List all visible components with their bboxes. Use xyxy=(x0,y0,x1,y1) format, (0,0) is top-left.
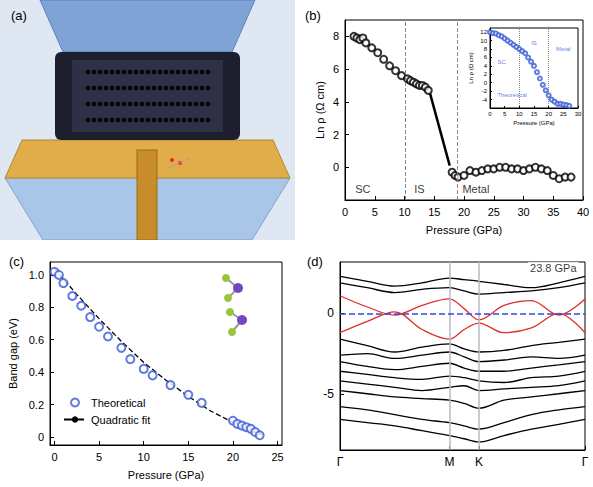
svg-text:5: 5 xyxy=(503,111,507,117)
svg-text:10: 10 xyxy=(398,206,410,218)
svg-text:0: 0 xyxy=(488,111,492,117)
svg-text:4: 4 xyxy=(484,63,488,69)
svg-text:(d): (d) xyxy=(307,254,323,269)
svg-text:2: 2 xyxy=(333,129,339,141)
svg-text:30: 30 xyxy=(517,206,529,218)
svg-text:(c): (c) xyxy=(9,254,24,269)
svg-text:Ln ρ (Ω cm): Ln ρ (Ω cm) xyxy=(314,81,326,139)
svg-text:0.6: 0.6 xyxy=(29,334,44,346)
svg-text:0.8: 0.8 xyxy=(29,301,44,313)
svg-text:0.2: 0.2 xyxy=(29,399,44,411)
svg-text:15: 15 xyxy=(428,206,440,218)
svg-text:23.8 GPa: 23.8 GPa xyxy=(530,262,577,274)
svg-text:IS: IS xyxy=(531,40,537,46)
svg-text:6: 6 xyxy=(484,54,488,60)
svg-text:0.4: 0.4 xyxy=(29,366,44,378)
svg-text:5: 5 xyxy=(372,206,378,218)
svg-text:M: M xyxy=(444,455,454,469)
svg-text:0: 0 xyxy=(342,206,348,218)
svg-text:SC: SC xyxy=(498,59,507,65)
svg-text:35: 35 xyxy=(547,206,559,218)
svg-text:2: 2 xyxy=(484,71,488,77)
svg-text:40: 40 xyxy=(577,206,589,218)
svg-text:20: 20 xyxy=(458,206,470,218)
svg-text:25: 25 xyxy=(488,206,500,218)
svg-text:8: 8 xyxy=(333,30,339,42)
svg-text:4: 4 xyxy=(333,96,339,108)
svg-text:0: 0 xyxy=(333,161,339,173)
svg-text:Γ: Γ xyxy=(582,455,589,469)
svg-text:Metal: Metal xyxy=(556,46,571,52)
svg-text:Theoretical: Theoretical xyxy=(91,397,145,409)
svg-text:0: 0 xyxy=(484,80,488,86)
svg-text:Pressure (GPa): Pressure (GPa) xyxy=(426,224,502,236)
svg-text:6: 6 xyxy=(333,63,339,75)
svg-text:8: 8 xyxy=(484,46,488,52)
svg-text:Pressure (GPa): Pressure (GPa) xyxy=(513,120,555,126)
svg-text:Quadratic fit: Quadratic fit xyxy=(91,414,150,426)
svg-text:25: 25 xyxy=(271,451,283,463)
svg-text:30: 30 xyxy=(575,111,582,117)
svg-text:SC: SC xyxy=(355,183,370,195)
svg-text:-4: -4 xyxy=(482,97,488,103)
svg-text:10: 10 xyxy=(480,38,487,44)
svg-text:0: 0 xyxy=(51,451,57,463)
svg-text:IS: IS xyxy=(414,183,424,195)
svg-text:Γ: Γ xyxy=(337,455,344,469)
svg-text:15: 15 xyxy=(531,111,538,117)
svg-text:Theoretical: Theoretical xyxy=(497,92,527,98)
svg-text:10: 10 xyxy=(138,451,150,463)
svg-text:25: 25 xyxy=(560,111,567,117)
svg-text:Band gap (eV): Band gap (eV) xyxy=(7,318,19,389)
svg-text:-2: -2 xyxy=(482,88,488,94)
svg-text:20: 20 xyxy=(227,451,239,463)
svg-text:K: K xyxy=(475,455,483,469)
svg-text:(b): (b) xyxy=(305,8,321,23)
svg-text:0: 0 xyxy=(327,306,334,320)
svg-text:Ln ρ (Ω cm): Ln ρ (Ω cm) xyxy=(468,52,474,84)
svg-text:1.0: 1.0 xyxy=(29,269,44,281)
svg-text:12: 12 xyxy=(480,29,487,35)
svg-text:-5: -5 xyxy=(323,387,334,401)
svg-text:20: 20 xyxy=(545,111,552,117)
svg-text:10: 10 xyxy=(516,111,523,117)
svg-text:Pressure (GPa): Pressure (GPa) xyxy=(128,469,204,481)
svg-text:0: 0 xyxy=(38,431,44,443)
svg-text:5: 5 xyxy=(96,451,102,463)
svg-text:Metal: Metal xyxy=(462,183,489,195)
svg-text:15: 15 xyxy=(182,451,194,463)
svg-text:(a): (a) xyxy=(11,8,27,23)
